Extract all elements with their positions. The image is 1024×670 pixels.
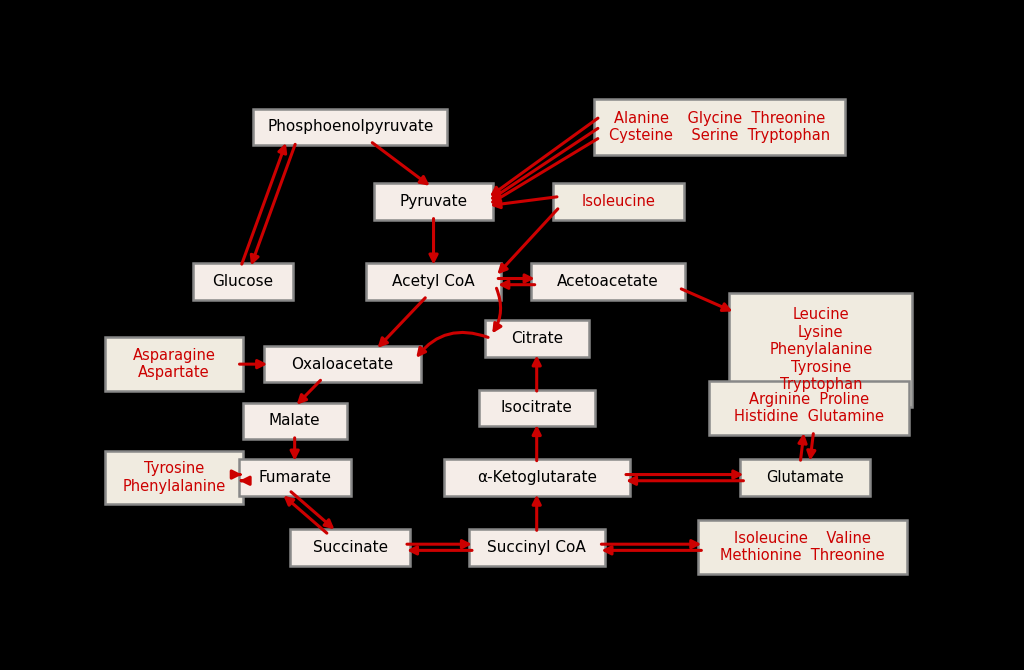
Text: Isoleucine    Valine
Methionine  Threonine: Isoleucine Valine Methionine Threonine [720, 531, 885, 563]
Text: Isocitrate: Isocitrate [501, 401, 572, 415]
FancyBboxPatch shape [531, 263, 685, 300]
FancyBboxPatch shape [553, 184, 684, 220]
FancyBboxPatch shape [479, 390, 595, 426]
Text: Citrate: Citrate [511, 331, 563, 346]
FancyBboxPatch shape [366, 263, 502, 300]
FancyBboxPatch shape [469, 529, 604, 565]
Text: Succinyl CoA: Succinyl CoA [487, 540, 586, 555]
FancyBboxPatch shape [697, 521, 907, 574]
Text: Pyruvate: Pyruvate [399, 194, 468, 209]
FancyBboxPatch shape [594, 99, 845, 155]
Text: Phosphoenolpyruvate: Phosphoenolpyruvate [267, 119, 433, 134]
FancyBboxPatch shape [105, 337, 243, 391]
FancyBboxPatch shape [484, 320, 589, 356]
Text: Glutamate: Glutamate [766, 470, 844, 485]
Text: Acetoacetate: Acetoacetate [557, 274, 659, 289]
FancyBboxPatch shape [243, 403, 347, 440]
Text: Oxaloacetate: Oxaloacetate [291, 356, 393, 372]
Text: Glucose: Glucose [213, 274, 273, 289]
FancyBboxPatch shape [740, 460, 870, 496]
Text: Arginine  Proline
Histidine  Glutamine: Arginine Proline Histidine Glutamine [734, 392, 884, 424]
Text: Asparagine
Aspartate: Asparagine Aspartate [132, 348, 215, 381]
Text: Succinate: Succinate [312, 540, 388, 555]
FancyBboxPatch shape [194, 263, 293, 300]
Text: Acetyl CoA: Acetyl CoA [392, 274, 475, 289]
FancyBboxPatch shape [290, 529, 411, 565]
Text: Malate: Malate [269, 413, 321, 428]
Text: α-Ketoglutarate: α-Ketoglutarate [477, 470, 597, 485]
FancyBboxPatch shape [374, 184, 494, 220]
FancyBboxPatch shape [264, 346, 421, 383]
FancyBboxPatch shape [443, 460, 630, 496]
FancyBboxPatch shape [239, 460, 350, 496]
FancyBboxPatch shape [105, 451, 243, 505]
FancyBboxPatch shape [710, 381, 908, 435]
Text: Tyrosine
Phenylalanine: Tyrosine Phenylalanine [123, 462, 225, 494]
Text: Fumarate: Fumarate [258, 470, 331, 485]
Text: Leucine
Lysine
Phenylalanine
Tyrosine
Tryptophan: Leucine Lysine Phenylalanine Tyrosine Tr… [769, 308, 872, 392]
Text: Alanine    Glycine  Threonine
Cysteine    Serine  Tryptophan: Alanine Glycine Threonine Cysteine Serin… [608, 111, 829, 143]
FancyBboxPatch shape [729, 293, 912, 407]
Text: Isoleucine: Isoleucine [582, 194, 655, 209]
FancyBboxPatch shape [253, 109, 447, 145]
